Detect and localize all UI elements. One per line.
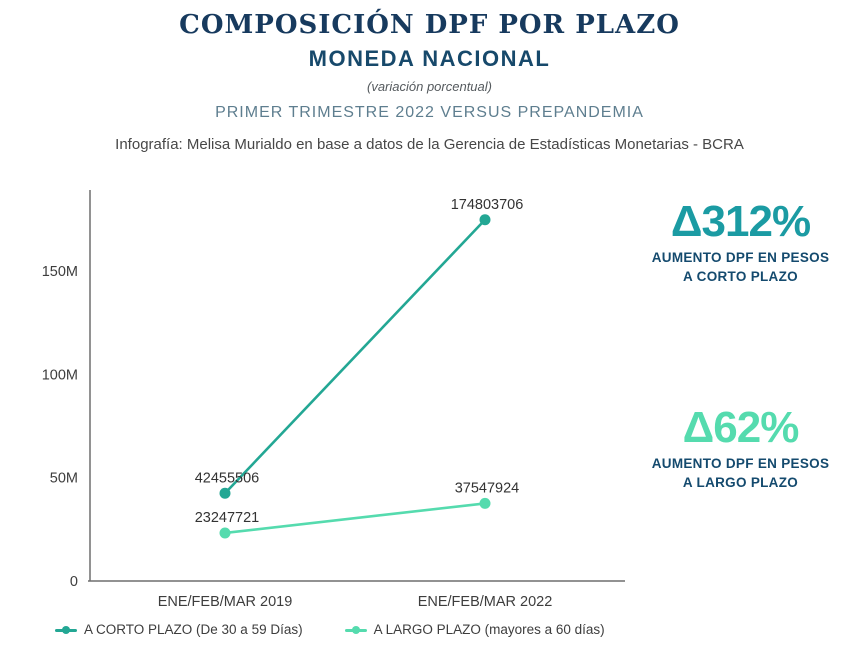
line-chart: 0 50M 100M 150M ENE/FEB/MAR 2019 ENE/FEB/MAR … <box>25 175 645 615</box>
y-axis-tick-label: 150M <box>42 264 78 280</box>
annotation-corto-plazo: Δ312% AUMENTO DPF EN PESOS A CORTO PLAZO <box>648 197 833 285</box>
annotation-corto-line1: AUMENTO DPF EN PESOS <box>651 250 830 265</box>
delta-value-largo: Δ62% <box>682 403 800 452</box>
annotation-largo-plazo: Δ62% AUMENTO DPF EN PESOS A LARGO PLAZO <box>648 403 833 491</box>
legend-label: A LARGO PLAZO (mayores a 60 días) <box>373 622 605 637</box>
annotation-largo-line2: A LARGO PLAZO <box>682 475 799 490</box>
data-point <box>219 487 231 499</box>
series-line <box>224 502 486 535</box>
page-title: COMPOSICIÓN DPF POR PLAZO <box>179 10 680 40</box>
data-point-label: 174803706 <box>451 197 524 213</box>
legend-item[interactable]: A LARGO PLAZO (mayores a 60 días) <box>344 622 605 637</box>
y-axis-tick-label: 50M <box>50 471 78 487</box>
data-point-label: 37547924 <box>455 480 520 496</box>
legend-item[interactable]: A CORTO PLAZO (De 30 a 59 Días) <box>55 622 303 637</box>
legend-label: A CORTO PLAZO (De 30 a 59 Días) <box>84 622 303 637</box>
legend-line-marker-icon <box>55 625 77 635</box>
comparison-caption: PRIMER TRIMESTRE 2022 VERSUS PREPANDEMIA <box>215 104 644 121</box>
page-subtitle: MONEDA NACIONAL <box>308 46 551 71</box>
data-point <box>479 497 491 509</box>
data-point-label: 23247721 <box>195 510 260 526</box>
delta-value-corto: Δ312% <box>670 197 811 246</box>
y-axis-tick-label: 100M <box>42 367 78 383</box>
series-line <box>224 218 486 495</box>
annotation-corto-line2: A CORTO PLAZO <box>683 269 798 284</box>
x-axis-category-label: ENE/FEB/MAR 2019 <box>158 594 293 610</box>
y-axis-tick-label: 0 <box>70 574 78 590</box>
credit-line: Infografía: Melisa Murialdo en base a da… <box>115 136 744 153</box>
data-point <box>479 214 491 226</box>
variation-note: (variación porcentual) <box>366 79 492 94</box>
data-point <box>219 527 231 539</box>
chart-legend: A CORTO PLAZO (De 30 a 59 Días) A LARGO P… <box>55 622 625 637</box>
legend-line-marker-icon <box>344 625 367 635</box>
data-point-label: 42455506 <box>195 470 260 486</box>
line-chart-svg: 0 50M 100M 150M ENE/FEB/MAR 2019 ENE/FEB/MAR … <box>42 190 625 610</box>
annotation-largo-line1: AUMENTO DPF EN PESOS <box>651 456 830 471</box>
x-axis-category-label: ENE/FEB/MAR 2022 <box>418 594 553 610</box>
